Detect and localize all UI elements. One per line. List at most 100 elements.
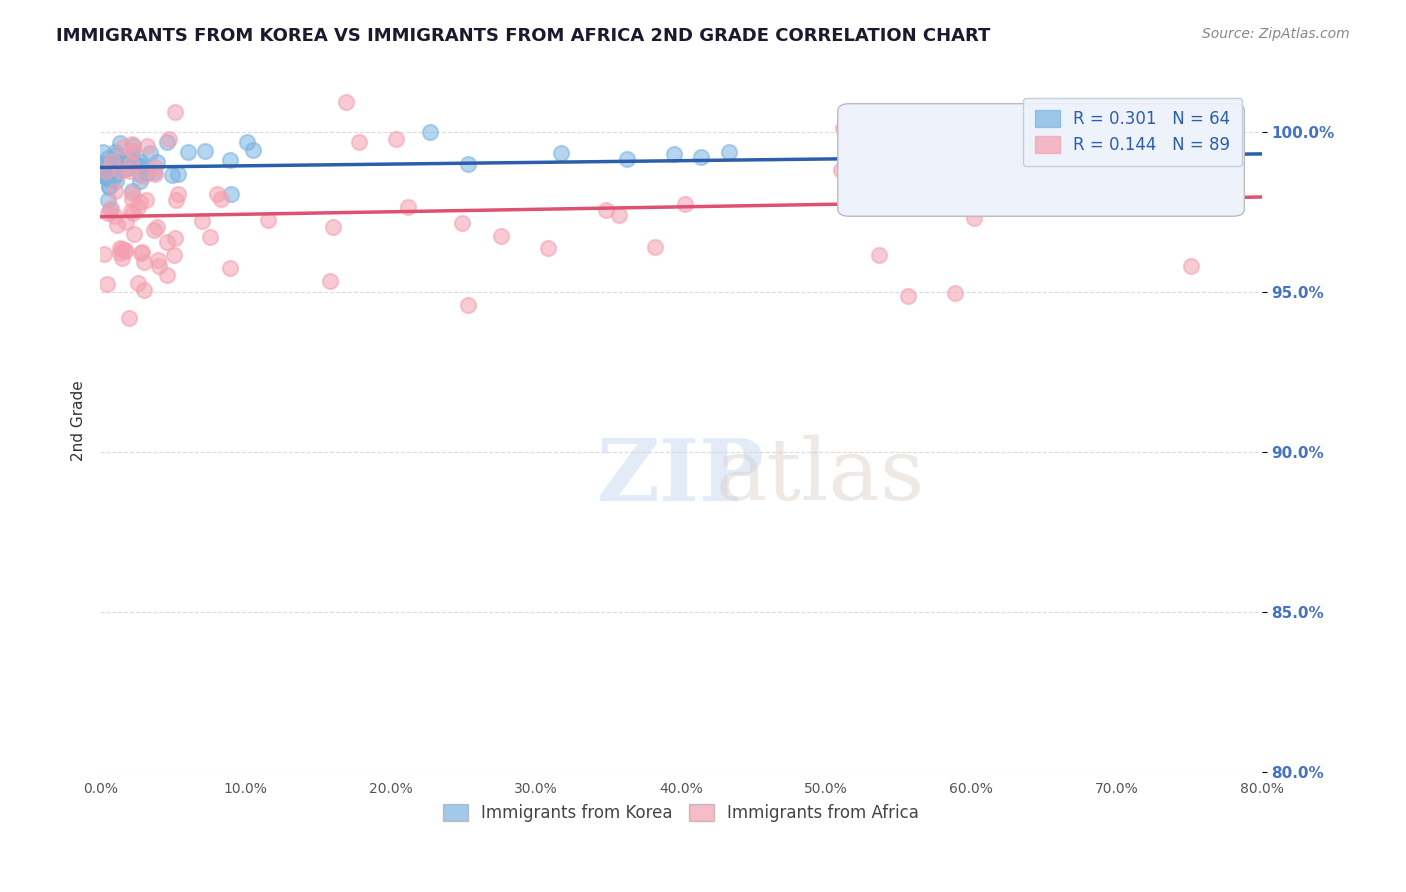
Immigrants from Africa <box>114 244 136 258</box>
Immigrants from Africa <box>198 229 221 244</box>
Immigrants from Korea <box>105 167 128 181</box>
Immigrants from Africa <box>118 311 141 326</box>
Immigrants from Korea <box>419 125 441 139</box>
Immigrants from Africa <box>846 148 869 162</box>
Immigrants from Korea <box>136 165 159 179</box>
Immigrants from Africa <box>644 240 666 254</box>
Immigrants from Korea <box>1159 147 1181 161</box>
Immigrants from Korea <box>616 152 638 166</box>
Immigrants from Korea <box>218 153 240 167</box>
Immigrants from Africa <box>318 274 340 288</box>
Immigrants from Africa <box>595 203 617 218</box>
Immigrants from Africa <box>148 259 170 273</box>
Immigrants from Africa <box>1028 188 1050 202</box>
Immigrants from Korea <box>98 202 121 217</box>
Immigrants from Korea <box>129 159 152 173</box>
Immigrants from Africa <box>938 181 960 195</box>
Immigrants from Korea <box>142 165 165 179</box>
Immigrants from Africa <box>491 229 513 244</box>
Immigrants from Africa <box>101 154 124 169</box>
Immigrants from Korea <box>156 135 179 149</box>
Immigrants from Africa <box>105 219 128 233</box>
Immigrants from Korea <box>108 136 131 151</box>
Immigrants from Korea <box>93 169 115 184</box>
Immigrants from Africa <box>111 252 134 266</box>
Immigrants from Korea <box>91 166 114 180</box>
Immigrants from Korea <box>690 150 713 164</box>
Immigrants from Africa <box>127 200 149 214</box>
Immigrants from Africa <box>943 285 966 300</box>
Immigrants from Africa <box>322 219 344 234</box>
Immigrants from Africa <box>131 169 153 183</box>
Immigrants from Africa <box>165 193 187 207</box>
Immigrants from Korea <box>121 184 143 198</box>
Immigrants from Korea <box>98 157 121 171</box>
Immigrants from Africa <box>142 223 165 237</box>
Immigrants from Africa <box>104 184 127 198</box>
Immigrants from Korea <box>96 171 118 186</box>
Immigrants from Korea <box>90 160 112 174</box>
Immigrants from Africa <box>118 163 141 178</box>
Immigrants from Africa <box>115 215 138 229</box>
Immigrants from Korea <box>104 174 127 188</box>
Immigrants from Africa <box>451 215 474 229</box>
Immigrants from Korea <box>131 154 153 169</box>
Immigrants from Korea <box>236 135 259 149</box>
Immigrants from Africa <box>129 246 152 260</box>
Immigrants from Africa <box>205 187 228 202</box>
Immigrants from Africa <box>963 211 986 226</box>
Immigrants from Korea <box>139 145 162 160</box>
Immigrants from Africa <box>163 231 186 245</box>
Immigrants from Korea <box>91 165 114 179</box>
Immigrants from Korea <box>121 147 143 161</box>
Immigrants from Africa <box>537 241 560 255</box>
Immigrants from Korea <box>118 153 141 167</box>
Immigrants from Korea <box>129 174 152 188</box>
Immigrants from Africa <box>111 140 134 154</box>
Immigrants from Africa <box>156 235 179 249</box>
Immigrants from Africa <box>121 145 143 159</box>
Immigrants from Africa <box>120 203 142 218</box>
Immigrants from Korea <box>90 156 112 170</box>
Immigrants from Africa <box>100 201 122 215</box>
Immigrants from Korea <box>104 155 127 169</box>
Immigrants from Africa <box>898 124 921 138</box>
Immigrants from Korea <box>97 180 120 194</box>
Immigrants from Korea <box>94 169 117 184</box>
Immigrants from Korea <box>96 172 118 186</box>
Immigrants from Korea <box>91 145 114 159</box>
Immigrants from Korea <box>114 161 136 176</box>
Immigrants from Korea <box>900 151 922 165</box>
Immigrants from Korea <box>550 145 572 160</box>
Immigrants from Korea <box>110 155 132 169</box>
Immigrants from Africa <box>134 255 156 269</box>
Immigrants from Africa <box>385 132 408 146</box>
Y-axis label: 2nd Grade: 2nd Grade <box>72 380 86 460</box>
Immigrants from Africa <box>135 193 157 207</box>
Immigrants from Korea <box>1225 139 1247 153</box>
Immigrants from Africa <box>122 227 145 241</box>
Immigrants from Korea <box>242 143 264 157</box>
Immigrants from Africa <box>135 139 157 153</box>
Immigrants from Africa <box>868 247 890 261</box>
Immigrants from Korea <box>718 145 741 159</box>
Immigrants from Africa <box>111 242 134 256</box>
Immigrants from Korea <box>194 144 217 158</box>
Immigrants from Africa <box>256 213 278 227</box>
Immigrants from Africa <box>163 104 186 119</box>
Immigrants from Africa <box>97 206 120 220</box>
Immigrants from Korea <box>128 159 150 173</box>
Immigrants from Korea <box>100 164 122 178</box>
Immigrants from Africa <box>110 163 132 178</box>
Immigrants from Africa <box>110 241 132 255</box>
Immigrants from Korea <box>457 157 479 171</box>
Immigrants from Korea <box>101 172 124 186</box>
Immigrants from Africa <box>1180 259 1202 273</box>
Immigrants from Africa <box>457 298 479 312</box>
Immigrants from Africa <box>131 244 153 259</box>
Immigrants from Africa <box>121 193 143 207</box>
Immigrants from Africa <box>673 196 696 211</box>
Text: Source: ZipAtlas.com: Source: ZipAtlas.com <box>1202 27 1350 41</box>
Immigrants from Korea <box>96 152 118 166</box>
Immigrants from Korea <box>104 145 127 159</box>
